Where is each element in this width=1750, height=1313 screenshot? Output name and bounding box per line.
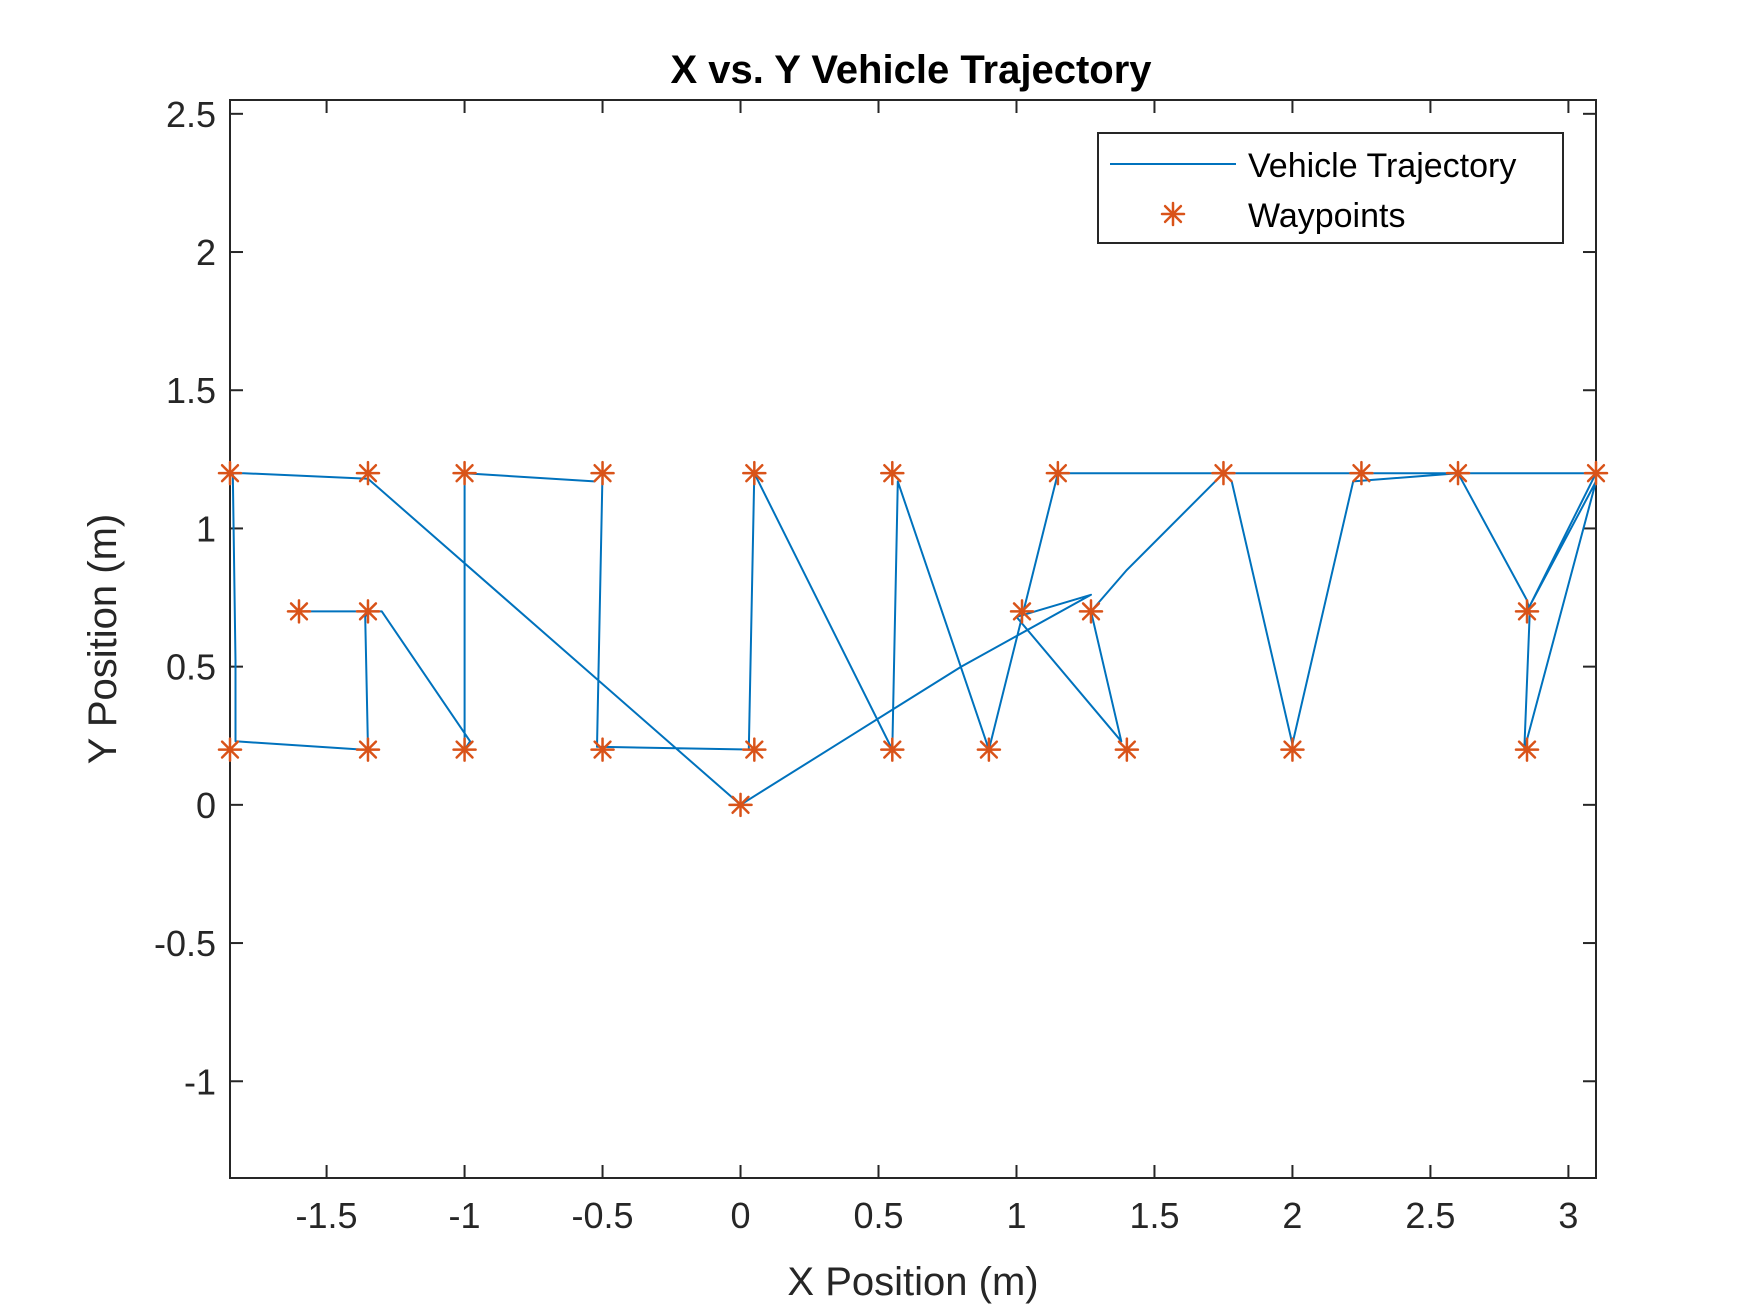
legend-box [1097, 132, 1564, 244]
x-tick-label: 2.5 [1405, 1195, 1455, 1236]
legend: Vehicle Trajectory Waypoints [1097, 132, 1564, 244]
y-axis-label: Y Position (m) [81, 514, 125, 764]
y-tick-labels: -1 -0.5 0 0.5 1 1.5 2 2.5 [154, 94, 216, 1102]
legend-waypoint-marker-icon [1160, 201, 1186, 227]
waypoint-marker [1583, 460, 1609, 486]
waypoint-marker [880, 737, 905, 762]
waypoint-marker [590, 460, 615, 486]
x-tick-label: -1.5 [296, 1195, 358, 1236]
x-tick-label: 0 [731, 1195, 751, 1236]
chart-title: X vs. Y Vehicle Trajectory [670, 48, 1152, 92]
legend-trajectory-label: Vehicle Trajectory [1248, 147, 1516, 185]
waypoint-marker [1211, 460, 1236, 486]
waypoint-marker [355, 737, 381, 762]
waypoint-marker [1114, 737, 1140, 762]
x-tick-label: 2 [1282, 1195, 1302, 1236]
series-vehicle-trajectory [231, 472, 1597, 806]
waypoint-marker [590, 737, 615, 762]
x-tick-label: -1 [449, 1195, 481, 1236]
waypoint-marker [355, 599, 381, 624]
waypoint-marker [1349, 460, 1374, 486]
waypoint-marker [452, 737, 477, 762]
x-axis-label: X Position (m) [787, 1260, 1038, 1304]
y-tick-label: 1 [196, 508, 216, 549]
waypoint-marker [217, 737, 243, 762]
x-tick-label: 3 [1558, 1195, 1578, 1236]
y-tick-label: 1.5 [166, 370, 216, 411]
y-tick-label: -1 [184, 1061, 216, 1102]
waypoint-marker [976, 737, 1002, 762]
legend-waypoints-label: Waypoints [1248, 197, 1405, 235]
waypoint-marker [880, 460, 905, 486]
waypoint-marker [742, 460, 767, 486]
y-tick-label: 0.5 [166, 647, 216, 688]
waypoint-marker [1445, 460, 1471, 486]
waypoint-marker [217, 460, 243, 486]
x-tick-label: 1.5 [1129, 1195, 1179, 1236]
waypoint-marker [1078, 599, 1104, 624]
axis-ticks [230, 100, 1596, 1178]
plot-area [229, 99, 1597, 1179]
x-tick-label: 1 [1006, 1195, 1026, 1236]
waypoint-marker [1009, 599, 1035, 624]
waypoint-marker [1514, 737, 1540, 762]
waypoint-marker [742, 737, 767, 762]
waypoint-marker [452, 460, 477, 486]
y-tick-label: 2 [196, 232, 216, 273]
x-tick-labels: -1.5 -1 -0.5 0 0.5 1 1.5 2 2.5 3 [296, 1195, 1579, 1236]
y-tick-label: 2.5 [166, 94, 216, 135]
waypoint-marker [286, 599, 312, 624]
waypoint-marker [355, 460, 381, 486]
y-tick-label: 0 [196, 785, 216, 826]
legend-waypoints-swatch [1160, 201, 1186, 227]
x-tick-label: -0.5 [572, 1195, 634, 1236]
series-layer [217, 460, 1609, 818]
waypoint-marker [728, 792, 753, 818]
waypoint-marker [1045, 460, 1071, 486]
y-tick-label: -0.5 [154, 923, 216, 964]
x-tick-label: 0.5 [853, 1195, 903, 1236]
waypoint-marker [1280, 737, 1305, 762]
waypoint-marker [1514, 599, 1540, 624]
